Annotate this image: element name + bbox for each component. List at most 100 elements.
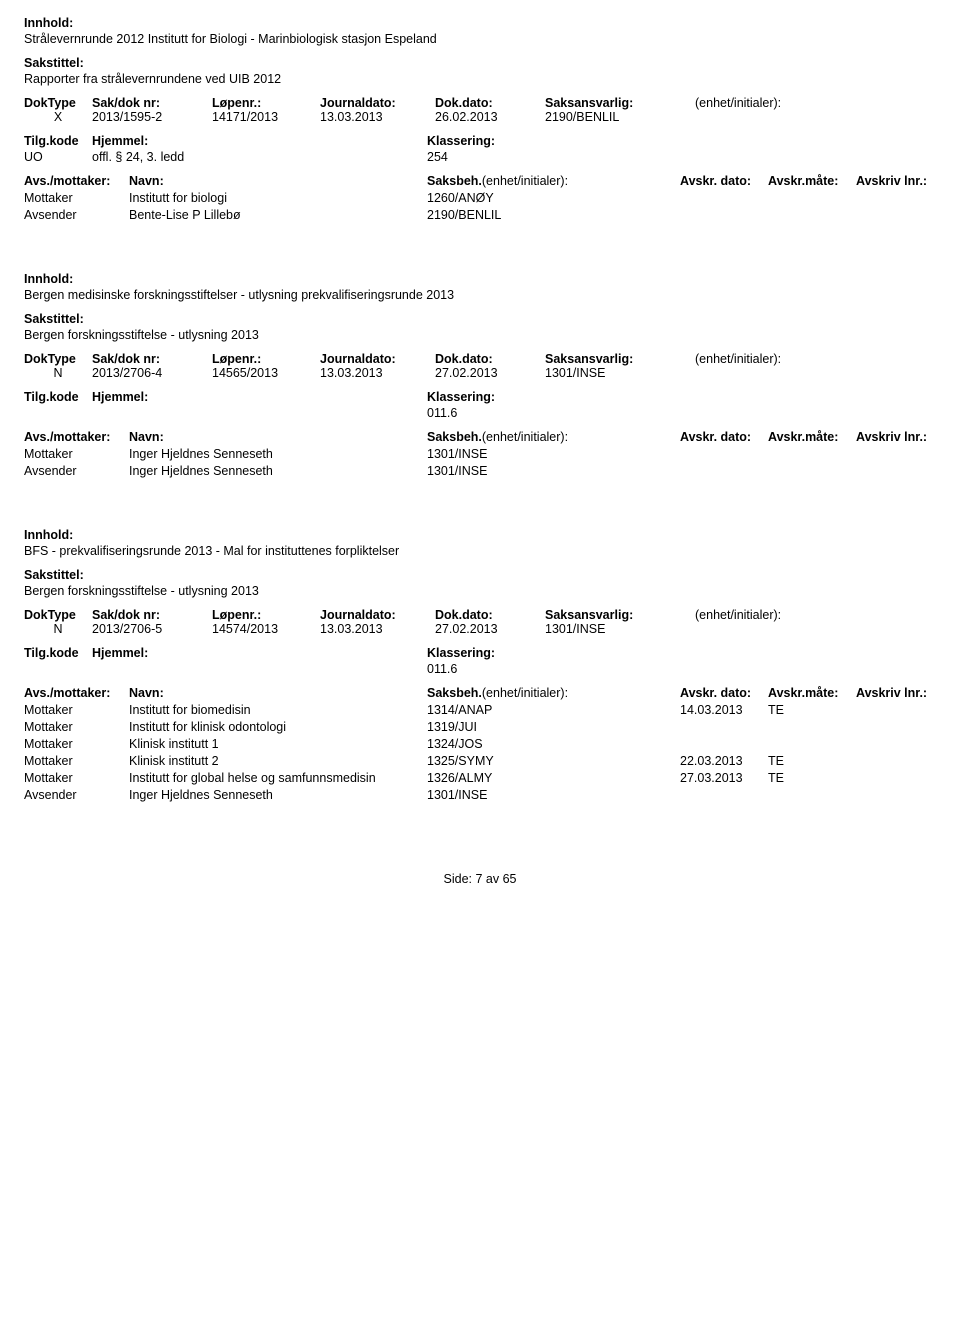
col-avskr-dato: Avskr. dato: — [680, 174, 768, 188]
innhold-text: Bergen medisinske forskningsstiftelser -… — [24, 288, 936, 302]
party-row: MottakerInger Hjeldnes Senneseth1301/INS… — [24, 447, 936, 461]
val-saksbeh: 1301/INSE — [427, 447, 680, 461]
col-saksansvarlig: Saksansvarlig: — [545, 96, 695, 110]
col-saksansvarlig: Saksansvarlig: — [545, 608, 695, 622]
val-avskr-mate: TE — [768, 703, 856, 717]
val-navn: Klinisk institutt 2 — [129, 754, 427, 768]
tilg-data-row: 011.6 — [24, 662, 936, 676]
val-avskriv-lnr — [856, 771, 936, 785]
sakstittel-label: Sakstittel: — [24, 56, 936, 70]
col-klassering: Klassering: — [427, 646, 627, 660]
col-avskr-mate: Avskr.måte: — [768, 174, 856, 188]
val-role: Avsender — [24, 464, 129, 478]
doc-header-row: DokTypeSak/dok nr:Løpenr.:Journaldato:Do… — [24, 608, 936, 622]
tilg-header-row: Tilg.kodeHjemmel:Klassering: — [24, 390, 936, 404]
col-saksansvarlig: Saksansvarlig: — [545, 352, 695, 366]
val-saksansvarlig: 2190/BENLIL — [545, 110, 695, 124]
party-row: MottakerKlinisk institutt 21325/SYMY22.0… — [24, 754, 936, 768]
val-enhet — [695, 110, 936, 124]
col-doktype: DokType — [24, 96, 92, 110]
innhold-label: Innhold: — [24, 528, 936, 542]
val-avskr-mate — [768, 464, 856, 478]
col-avskr-mate: Avskr.måte: — [768, 686, 856, 700]
doc-header-row: DokTypeSak/dok nr:Løpenr.:Journaldato:Do… — [24, 352, 936, 366]
col-tilgkode: Tilg.kode — [24, 646, 92, 660]
journal-record: Innhold:Bergen medisinske forskningsstif… — [24, 272, 936, 478]
val-avskriv-lnr — [856, 720, 936, 734]
val-saksbeh: 1319/JUI — [427, 720, 680, 734]
col-avskr-mate: Avskr.måte: — [768, 430, 856, 444]
col-hjemmel: Hjemmel: — [92, 390, 427, 404]
col-saksbeh: Saksbeh.(enhet/initialer): — [427, 686, 680, 700]
party-header-row: Avs./mottaker:Navn:Saksbeh.(enhet/initia… — [24, 686, 936, 700]
sakstittel-text: Bergen forskningsstiftelse - utlysning 2… — [24, 584, 936, 598]
val-enhet — [695, 366, 936, 380]
innhold-text: Strålevernrunde 2012 Institutt for Biolo… — [24, 32, 936, 46]
col-doktype: DokType — [24, 352, 92, 366]
val-saksbeh: 1326/ALMY — [427, 771, 680, 785]
col-dokdato: Dok.dato: — [435, 96, 545, 110]
journal-record: Innhold:Strålevernrunde 2012 Institutt f… — [24, 16, 936, 222]
col-avsmottaker: Avs./mottaker: — [24, 430, 129, 444]
val-dokdato: 27.02.2013 — [435, 622, 545, 636]
col-journaldato: Journaldato: — [320, 608, 435, 622]
col-journaldato: Journaldato: — [320, 352, 435, 366]
val-avskr-dato: 22.03.2013 — [680, 754, 768, 768]
val-doktype: X — [24, 110, 92, 124]
val-saksbeh: 1325/SYMY — [427, 754, 680, 768]
val-avskriv-lnr — [856, 754, 936, 768]
val-avskr-dato — [680, 447, 768, 461]
party-row: MottakerKlinisk institutt 11324/JOS — [24, 737, 936, 751]
val-avskr-dato — [680, 464, 768, 478]
party-header-row: Avs./mottaker:Navn:Saksbeh.(enhet/initia… — [24, 174, 936, 188]
sakstittel-text: Bergen forskningsstiftelse - utlysning 2… — [24, 328, 936, 342]
val-avskriv-lnr — [856, 703, 936, 717]
journal-record: Innhold: BFS - prekvalifiseringsrunde 201… — [24, 528, 936, 802]
col-dokdato: Dok.dato: — [435, 608, 545, 622]
col-sakdok: Sak/dok nr: — [92, 96, 212, 110]
val-avskr-mate: TE — [768, 754, 856, 768]
col-journaldato: Journaldato: — [320, 96, 435, 110]
col-klassering: Klassering: — [427, 390, 627, 404]
party-row: MottakerInstitutt for klinisk odontologi… — [24, 720, 936, 734]
lbl-saksbeh: Saksbeh. — [427, 430, 482, 444]
val-lopenr: 14171/2013 — [212, 110, 320, 124]
sakstittel-label: Sakstittel: — [24, 312, 936, 326]
val-saksbeh: 2190/BENLIL — [427, 208, 680, 222]
val-lopenr: 14574/2013 — [212, 622, 320, 636]
col-doktype: DokType — [24, 608, 92, 622]
val-saksbeh: 1301/INSE — [427, 788, 680, 802]
val-avskr-dato — [680, 191, 768, 205]
col-avsmottaker: Avs./mottaker: — [24, 686, 129, 700]
val-avskr-dato: 27.03.2013 — [680, 771, 768, 785]
col-sakdok: Sak/dok nr: — [92, 352, 212, 366]
val-doktype: N — [24, 622, 92, 636]
val-navn: Institutt for biomedisin — [129, 703, 427, 717]
col-tilgkode: Tilg.kode — [24, 134, 92, 148]
val-navn: Inger Hjeldnes Senneseth — [129, 788, 427, 802]
val-sakdok: 2013/1595-2 — [92, 110, 212, 124]
val-saksbeh: 1301/INSE — [427, 464, 680, 478]
val-hjemmel — [92, 662, 427, 676]
sakstittel-text: Rapporter fra strålevernrundene ved UIB … — [24, 72, 936, 86]
col-enhet: (enhet/initialer): — [695, 608, 936, 622]
records-container: Innhold: Strålevernrunde 2012 Institutt f… — [24, 16, 936, 802]
val-tilgkode: UO — [24, 150, 92, 164]
val-hjemmel — [92, 406, 427, 420]
val-navn: Inger Hjeldnes Senneseth — [129, 447, 427, 461]
col-avskriv-lnr: Avskriv lnr.: — [856, 174, 936, 188]
innhold-text: BFS - prekvalifiseringsrunde 2013 - Mal … — [24, 544, 936, 558]
col-lopenr: Løpenr.: — [212, 352, 320, 366]
val-avskriv-lnr — [856, 208, 936, 222]
lbl-saksbeh-enh: (enhet/initialer): — [482, 174, 568, 188]
col-lopenr: Løpenr.: — [212, 608, 320, 622]
val-avskr-mate: TE — [768, 771, 856, 785]
tilg-header-row: Tilg.kodeHjemmel:Klassering: — [24, 646, 936, 660]
val-role: Mottaker — [24, 447, 129, 461]
lbl-saksbeh-enh: (enhet/initialer): — [482, 686, 568, 700]
val-saksbeh: 1314/ANAP — [427, 703, 680, 717]
val-avskr-dato: 14.03.2013 — [680, 703, 768, 717]
party-row: MottakerInstitutt for biologi1260/ANØY — [24, 191, 936, 205]
val-tilgkode — [24, 662, 92, 676]
val-saksbeh: 1260/ANØY — [427, 191, 680, 205]
